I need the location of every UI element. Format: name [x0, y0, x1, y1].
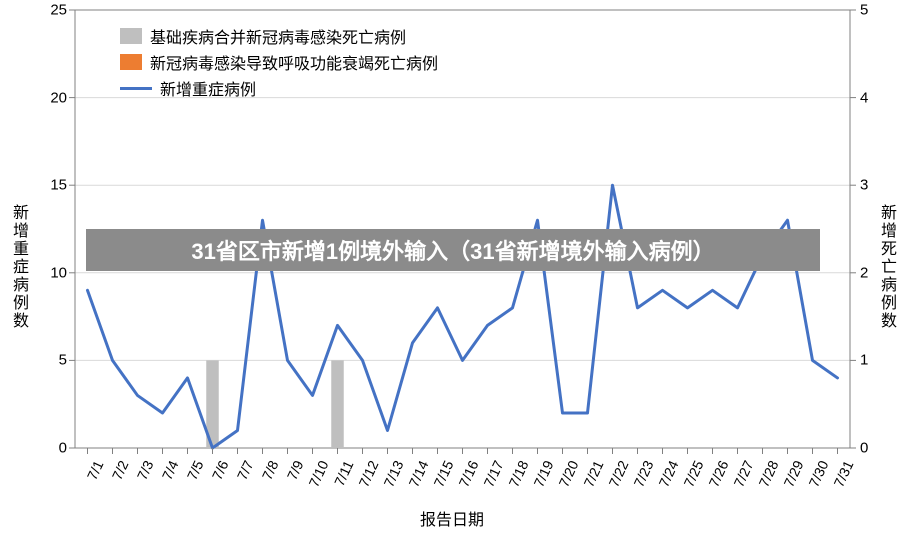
y-right-tick: 4: [860, 89, 890, 106]
overlay-banner-text: 31省区市新增1例境外输入（31省新增境外输入病例）: [191, 234, 714, 266]
y-right-tick: 5: [860, 2, 890, 19]
legend-swatch-bar2: [120, 54, 142, 70]
overlay-banner: 31省区市新增1例境外输入（31省新增境外输入病例）: [86, 229, 820, 271]
y-left-tick: 0: [37, 440, 67, 457]
legend-swatch-bar1: [120, 28, 142, 44]
y-left-tick: 25: [37, 2, 67, 19]
y-left-tick: 5: [37, 352, 67, 369]
legend-swatch-line: [120, 87, 152, 90]
legend-label-bar2: 新冠病毒感染导致呼吸功能衰竭死亡病例: [150, 50, 438, 74]
legend-item-bar2: 新冠病毒感染导致呼吸功能衰竭死亡病例: [120, 50, 438, 74]
y-right-tick: 3: [860, 177, 890, 194]
chart-container: 新增重症病例数 新增死亡病例数 报告日期 0510152025 012345 7…: [0, 0, 904, 534]
legend-label-bar1: 基础疾病合并新冠病毒感染死亡病例: [150, 24, 406, 48]
legend-item-line: 新增重症病例: [120, 76, 438, 100]
y-right-tick: 1: [860, 352, 890, 369]
legend: 基础疾病合并新冠病毒感染死亡病例 新冠病毒感染导致呼吸功能衰竭死亡病例 新增重症…: [120, 24, 438, 102]
y-right-tick: 0: [860, 440, 890, 457]
y-left-tick: 20: [37, 89, 67, 106]
y-left-tick: 10: [37, 264, 67, 281]
legend-item-bar1: 基础疾病合并新冠病毒感染死亡病例: [120, 24, 438, 48]
y-left-tick: 15: [37, 177, 67, 194]
legend-label-line: 新增重症病例: [160, 76, 256, 100]
y-right-tick: 2: [860, 264, 890, 281]
